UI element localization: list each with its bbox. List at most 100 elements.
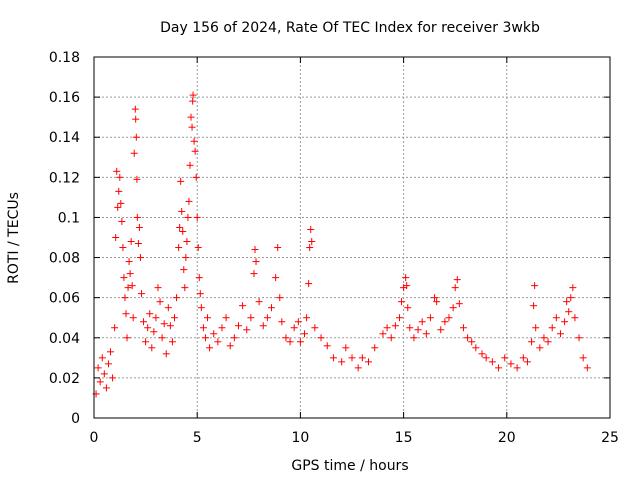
data-point [129, 314, 137, 322]
data-point [186, 161, 194, 169]
data-point [268, 304, 276, 312]
data-point [530, 302, 538, 310]
data-point [121, 294, 129, 302]
data-point [104, 360, 112, 368]
data-point [398, 298, 406, 306]
data-point [403, 282, 411, 290]
data-point [150, 328, 158, 336]
data-point [148, 344, 156, 352]
data-point [468, 338, 476, 346]
data-point [109, 374, 117, 382]
data-point [342, 344, 350, 352]
data-point [100, 370, 108, 378]
data-point [134, 240, 142, 248]
data-point [379, 330, 387, 338]
data-point [124, 284, 132, 292]
data-point [519, 354, 527, 362]
x-tick-label: 15 [395, 430, 413, 446]
data-point [294, 318, 302, 326]
data-point [250, 270, 258, 278]
data-point [118, 217, 126, 225]
data-point [230, 334, 238, 342]
y-axis-label: ROTI / TECUs [6, 192, 22, 284]
data-point [193, 213, 201, 221]
data-point [544, 338, 552, 346]
data-point [178, 207, 186, 215]
data-point [98, 354, 106, 362]
data-point [116, 173, 124, 181]
data-point [431, 294, 439, 302]
data-point [583, 364, 591, 372]
data-point [395, 314, 403, 322]
data-point [464, 334, 472, 342]
data-point [135, 223, 143, 231]
data-point [114, 203, 122, 211]
data-point [187, 113, 195, 121]
data-point [410, 334, 418, 342]
data-point [263, 314, 271, 322]
data-point [575, 334, 583, 342]
data-point [306, 244, 314, 252]
data-point [180, 266, 188, 274]
data-point [113, 167, 121, 175]
data-point [451, 284, 459, 292]
data-point [478, 350, 486, 358]
data-point [222, 314, 230, 322]
y-tick-label: 0.1 [58, 210, 80, 226]
data-points [92, 91, 591, 398]
data-point [383, 324, 391, 332]
data-point [156, 298, 164, 306]
data-point [272, 274, 280, 282]
data-point [501, 354, 509, 362]
data-point [433, 298, 441, 306]
data-point [196, 290, 204, 298]
data-point [323, 342, 331, 350]
data-point [131, 105, 139, 113]
data-point [194, 244, 202, 252]
data-point [111, 324, 119, 332]
data-point [181, 284, 189, 292]
data-point [96, 378, 104, 386]
data-point [507, 360, 515, 368]
data-point [192, 173, 200, 181]
data-point [146, 310, 154, 318]
data-point [513, 364, 521, 372]
data-point [274, 244, 282, 252]
data-point [563, 298, 571, 306]
data-point [286, 338, 294, 346]
data-point [569, 284, 577, 292]
x-tick-label: 20 [498, 430, 516, 446]
data-point [528, 338, 536, 346]
data-point [567, 294, 575, 302]
y-tick-label: 0.14 [49, 130, 80, 146]
data-point [437, 326, 445, 334]
data-point [137, 290, 145, 298]
data-point [308, 238, 316, 246]
y-tick-label: 0.12 [49, 170, 80, 186]
data-point [455, 300, 463, 308]
grid-lines [94, 57, 610, 418]
data-point [107, 348, 115, 356]
data-point [210, 330, 218, 338]
data-point [532, 324, 540, 332]
data-point [445, 314, 453, 322]
data-point [162, 350, 170, 358]
data-point [276, 294, 284, 302]
data-point [552, 314, 560, 322]
data-point [119, 244, 127, 252]
data-point [123, 334, 131, 342]
data-point [185, 197, 193, 205]
data-point [402, 274, 410, 282]
data-point [160, 320, 168, 328]
data-point [112, 234, 120, 241]
data-point [226, 342, 234, 350]
data-point [579, 354, 587, 362]
x-tick-label: 0 [90, 430, 99, 446]
data-point [305, 280, 313, 288]
data-point [571, 314, 579, 322]
data-point [311, 324, 319, 332]
data-point [307, 225, 315, 233]
data-point [251, 246, 259, 254]
data-point [214, 338, 222, 346]
data-point [182, 254, 190, 262]
